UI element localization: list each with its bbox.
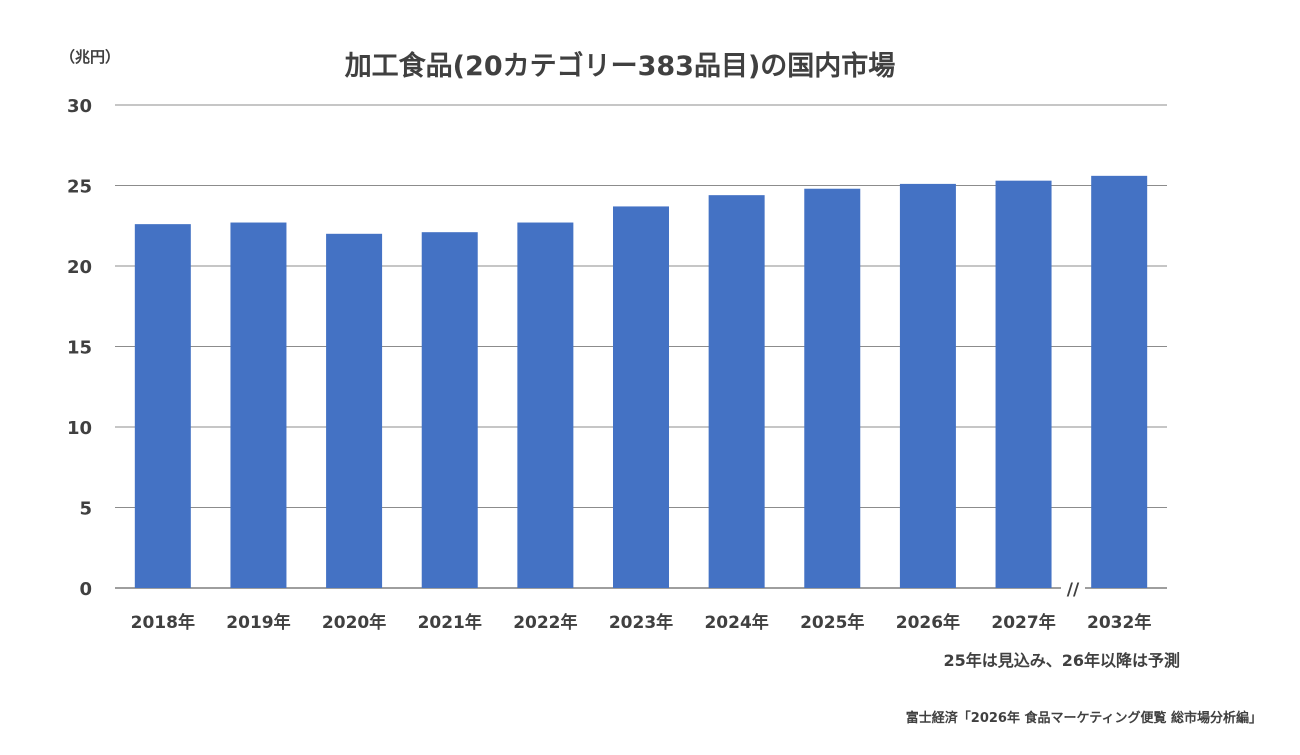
y-tick-label: 20 <box>67 257 92 278</box>
x-tick-label: 2024年 <box>704 612 768 633</box>
bar-2023年 <box>613 206 669 588</box>
x-tick-label: 2025年 <box>800 612 864 633</box>
y-tick-label: 10 <box>67 418 92 439</box>
bars <box>134 175 1148 589</box>
forecast-note: 25年は見込み、26年以降は予測 <box>943 651 1180 670</box>
x-tick-label: 2019年 <box>226 612 290 633</box>
bar-2027年 <box>995 180 1052 589</box>
x-axis-ticks: 2018年 2019年 2020年 2021年 2022年 2023年 2024年 2025年… <box>131 612 1152 633</box>
x-tick-label: 2018年 <box>131 612 195 633</box>
y-tick-label: 30 <box>67 96 92 117</box>
x-tick-label: 2027年 <box>991 612 1055 633</box>
axis-break-mark: // <box>1067 580 1080 600</box>
x-tick-label: 2021年 <box>418 612 482 633</box>
y-tick-label: 0 <box>79 579 92 600</box>
bar-2026年 <box>899 183 956 588</box>
y-tick-label: 5 <box>79 499 92 520</box>
y-axis-ticks: 0 5 10 15 20 25 30 <box>67 96 92 600</box>
axis-break-gap <box>1061 582 1085 594</box>
y-tick-label: 15 <box>67 338 92 359</box>
x-tick-label: 2032年 <box>1087 612 1151 633</box>
bar-2032年 <box>1091 175 1148 588</box>
chart-title: 加工食品(20カテゴリー383品目)の国内市場 <box>345 50 896 82</box>
x-tick-label: 2026年 <box>896 612 960 633</box>
bar-2024年 <box>708 195 765 588</box>
bar-2019年 <box>230 222 287 588</box>
bar-2020年 <box>326 233 383 589</box>
bar-2025年 <box>804 188 861 588</box>
bar-2021年 <box>421 232 478 588</box>
bar-2018年 <box>134 224 191 588</box>
x-tick-label: 2022年 <box>513 612 577 633</box>
x-tick-label: 2023年 <box>609 612 673 633</box>
bar-2022年 <box>517 222 574 588</box>
x-tick-label: 2020年 <box>322 612 386 633</box>
y-axis-unit-label: （兆円） <box>60 48 120 66</box>
source-credit: 富士経済「2026年 食品マーケティング便覧 総市場分析編」 <box>906 710 1262 726</box>
y-tick-label: 25 <box>67 177 92 198</box>
